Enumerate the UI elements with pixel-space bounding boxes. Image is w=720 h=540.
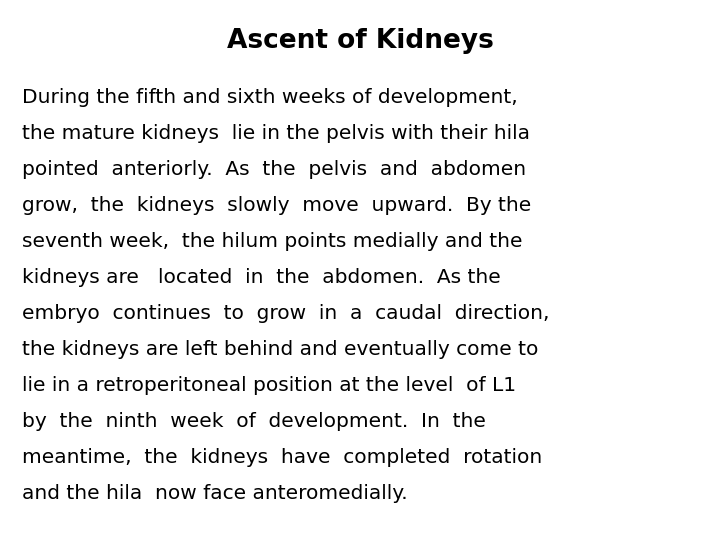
Text: lie in a retroperitoneal position at the level  of L1: lie in a retroperitoneal position at the…: [22, 376, 516, 395]
Text: by  the  ninth  week  of  development.  In  the: by the ninth week of development. In the: [22, 412, 486, 431]
Text: and the hila  now face anteromedially.: and the hila now face anteromedially.: [22, 484, 408, 503]
Text: seventh week,  the hilum points medially and the: seventh week, the hilum points medially …: [22, 232, 523, 251]
Text: During the fifth and sixth weeks of development,: During the fifth and sixth weeks of deve…: [22, 88, 518, 107]
Text: kidneys are   located  in  the  abdomen.  As the: kidneys are located in the abdomen. As t…: [22, 268, 500, 287]
Text: the kidneys are left behind and eventually come to: the kidneys are left behind and eventual…: [22, 340, 539, 359]
Text: Ascent of Kidneys: Ascent of Kidneys: [227, 28, 493, 54]
Text: the mature kidneys  lie in the pelvis with their hila: the mature kidneys lie in the pelvis wit…: [22, 124, 530, 143]
Text: embryo  continues  to  grow  in  a  caudal  direction,: embryo continues to grow in a caudal dir…: [22, 304, 549, 323]
Text: pointed  anteriorly.  As  the  pelvis  and  abdomen: pointed anteriorly. As the pelvis and ab…: [22, 160, 526, 179]
Text: grow,  the  kidneys  slowly  move  upward.  By the: grow, the kidneys slowly move upward. By…: [22, 196, 531, 215]
Text: meantime,  the  kidneys  have  completed  rotation: meantime, the kidneys have completed rot…: [22, 448, 542, 467]
